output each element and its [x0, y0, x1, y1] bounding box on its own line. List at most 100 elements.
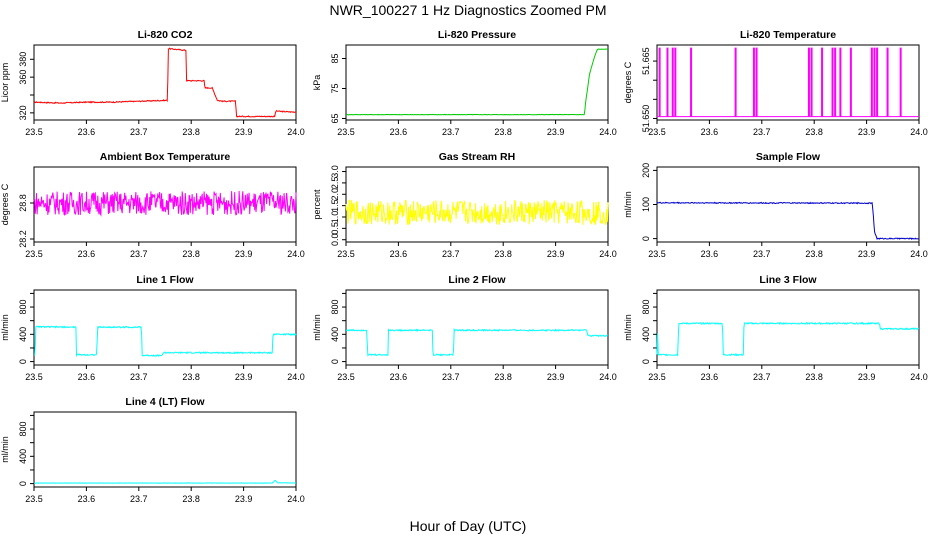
y-axis-label: percent	[312, 189, 322, 220]
panel-title: Line 3 Flow	[759, 274, 817, 286]
x-tick-label: 23.9	[547, 127, 565, 137]
y-tick-label: 0	[330, 359, 340, 364]
y-tick-label: 51.650	[641, 105, 651, 133]
x-tick-label: 23.8	[805, 249, 823, 259]
x-tick-label: 24.0	[287, 249, 305, 259]
x-tick-label: 23.5	[25, 249, 43, 259]
y-tick-label: 360	[18, 70, 28, 85]
plot-frame	[33, 44, 297, 121]
y-axis-label: ml/min	[0, 314, 10, 341]
plot-frame	[656, 289, 920, 366]
x-tick-label: 23.7	[442, 249, 460, 259]
y-tick-label: 400	[18, 327, 28, 342]
panel-title: Li-820 CO2	[138, 29, 193, 41]
x-tick-label: 23.8	[494, 372, 512, 382]
x-tick-label: 23.9	[858, 372, 876, 382]
x-tick-label: 23.6	[701, 127, 719, 137]
series-line	[345, 199, 609, 226]
panel-title: Line 2 Flow	[448, 274, 506, 286]
y-tick-label: 320	[18, 105, 28, 120]
y-tick-label: 800	[18, 300, 28, 315]
x-tick-label: 23.6	[701, 372, 719, 382]
plot-frame	[345, 289, 609, 366]
x-tick-label: 23.9	[858, 249, 876, 259]
y-axis-label: Licor ppm	[0, 63, 10, 103]
plot-frame	[656, 166, 920, 243]
plot-frame	[33, 411, 297, 488]
series-line	[345, 48, 609, 116]
panel-title: Gas Stream RH	[439, 151, 515, 163]
y-tick-label: 2.5	[330, 177, 340, 190]
y-tick-label: 0	[641, 236, 651, 241]
x-axis-label: Hour of Day (UTC)	[409, 518, 527, 534]
x-tick-label: 23.9	[858, 127, 876, 137]
y-axis-label: ml/min	[0, 436, 10, 463]
x-tick-label: 23.7	[130, 372, 148, 382]
panel-7: Line 2 Flow ml/min 23.5 23.6 23.7 23.8 23.9 24.…	[312, 274, 617, 382]
x-tick-label: 23.5	[337, 372, 355, 382]
y-axis-label: ml/min	[312, 314, 322, 341]
x-tick-label: 23.9	[235, 372, 253, 382]
y-tick-label: 3.0	[330, 165, 340, 178]
x-tick-label: 24.0	[599, 249, 617, 259]
x-tick-label: 23.6	[78, 249, 96, 259]
y-tick-label: 400	[330, 327, 340, 342]
x-tick-label: 23.6	[390, 372, 408, 382]
x-tick-label: 23.7	[130, 494, 148, 504]
x-tick-label: 23.5	[25, 372, 43, 382]
x-tick-label: 23.5	[648, 249, 666, 259]
series-line	[34, 47, 297, 118]
x-tick-label: 23.5	[337, 127, 355, 137]
x-tick-label: 24.0	[910, 249, 928, 259]
x-tick-label: 23.9	[235, 494, 253, 504]
y-axis-label: kPa	[312, 75, 322, 91]
y-tick-label: 380	[18, 52, 28, 67]
x-tick-label: 24.0	[599, 372, 617, 382]
x-tick-label: 23.6	[78, 494, 96, 504]
x-tick-label: 23.7	[753, 127, 771, 137]
y-tick-label: 65	[330, 113, 340, 123]
x-tick-label: 23.8	[182, 494, 200, 504]
x-tick-label: 24.0	[599, 127, 617, 137]
series-line	[656, 201, 920, 241]
x-tick-label: 23.5	[25, 494, 43, 504]
panel-title: Li-820 Pressure	[438, 29, 516, 41]
x-tick-label: 23.9	[235, 249, 253, 259]
y-tick-label: 800	[18, 422, 28, 437]
x-tick-label: 23.6	[390, 249, 408, 259]
x-tick-label: 23.9	[235, 127, 253, 137]
x-tick-label: 23.8	[182, 372, 200, 382]
x-tick-label: 23.6	[390, 127, 408, 137]
x-tick-label: 23.8	[182, 249, 200, 259]
x-tick-label: 23.6	[78, 127, 96, 137]
panel-5: Sample Flow ml/min 23.5 23.6 23.7 23.8 23.9 24.…	[623, 151, 928, 259]
x-tick-label: 23.8	[494, 249, 512, 259]
panel-6: Line 1 Flow ml/min 23.5 23.6 23.7 23.8 23.9 24.…	[0, 274, 305, 382]
x-tick-label: 23.8	[182, 127, 200, 137]
page-title: NWR_100227 1 Hz Diagnostics Zoomed PM	[329, 2, 607, 18]
y-tick-label: 0	[641, 359, 651, 364]
y-tick-label: 100	[641, 197, 651, 212]
x-tick-label: 24.0	[910, 372, 928, 382]
x-tick-label: 23.7	[753, 249, 771, 259]
y-tick-label: 800	[641, 300, 651, 315]
panel-9: Line 4 (LT) Flow ml/min 23.5 23.6 23.7 23.8 23…	[0, 396, 305, 504]
x-tick-label: 24.0	[287, 494, 305, 504]
plot-frame	[656, 44, 920, 121]
plot-frame	[345, 44, 609, 121]
series-line	[656, 321, 920, 357]
y-axis-label: degrees C	[623, 61, 633, 103]
y-tick-label: 400	[641, 327, 651, 342]
x-tick-label: 23.7	[130, 249, 148, 259]
panel-title: Li-820 Temperature	[740, 29, 836, 41]
y-tick-label: 0.5	[330, 222, 340, 235]
y-tick-label: 51.665	[641, 47, 651, 75]
x-tick-label: 23.9	[547, 372, 565, 382]
y-axis-label: ml/min	[623, 191, 633, 218]
series-line	[33, 190, 297, 217]
y-tick-label: 400	[18, 449, 28, 464]
y-tick-label: 200	[641, 163, 651, 178]
y-tick-label: 0.0	[330, 233, 340, 246]
x-tick-label: 24.0	[910, 127, 928, 137]
